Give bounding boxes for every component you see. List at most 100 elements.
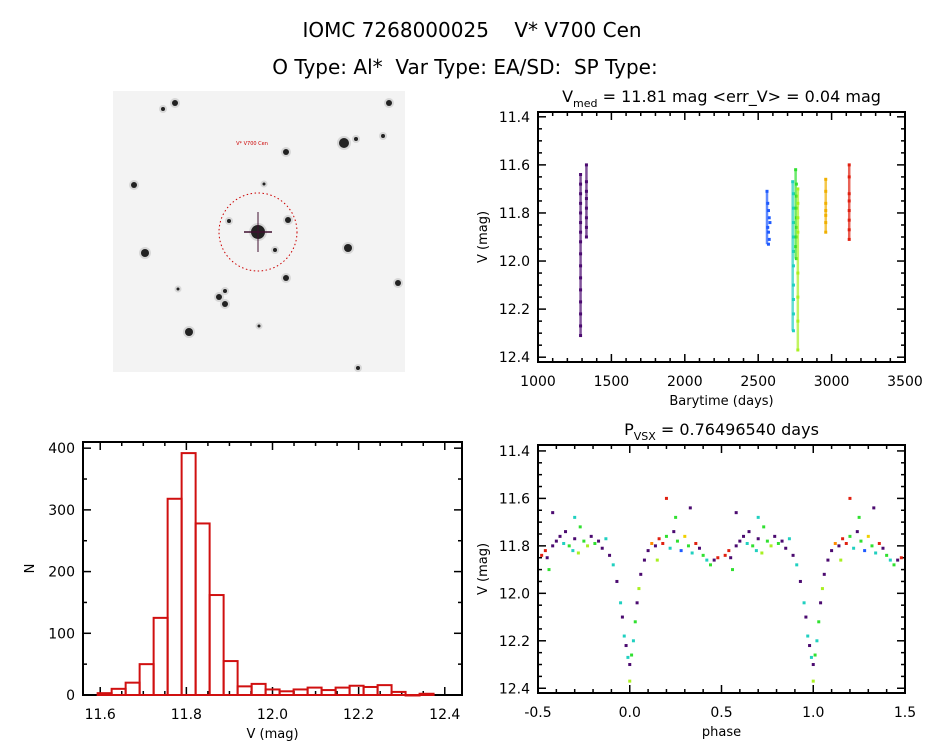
- star: [131, 182, 137, 188]
- data-point: [874, 551, 878, 555]
- star: [227, 219, 231, 223]
- data-point: [608, 553, 612, 557]
- histogram-bar: [362, 685, 379, 696]
- data-point: [727, 549, 731, 553]
- data-point: [631, 639, 635, 643]
- histogram-bar: [152, 616, 169, 696]
- data-point: [855, 530, 859, 534]
- figure-subtitle: O Type: Al* Var Type: EA/SD: SP Type:: [272, 55, 657, 79]
- data-point: [558, 534, 562, 538]
- data-point: [809, 655, 813, 659]
- sky-image: V* V700 Cen: [113, 91, 405, 372]
- y-tick-label: 11.8: [499, 539, 530, 555]
- histogram-plot: 11.6 11.8 12.0 12.2 12.4 0 100 200 300 400 V (mag)…: [23, 441, 463, 742]
- histogram-bar: [418, 692, 435, 697]
- data-point: [773, 534, 777, 538]
- data-point: [756, 515, 760, 519]
- data-point: [661, 541, 665, 545]
- histogram-bar: [320, 689, 337, 697]
- data-point: [619, 601, 623, 605]
- data-point: [582, 539, 586, 543]
- data-point: [593, 541, 597, 545]
- data-point: [564, 530, 568, 534]
- data-point: [547, 568, 551, 572]
- histogram-bar: [194, 522, 211, 697]
- star: [285, 217, 291, 223]
- title-main: P: [624, 420, 634, 439]
- data-point: [839, 558, 843, 562]
- star: [344, 244, 352, 252]
- x-tick-label: 11.6: [85, 707, 116, 723]
- y-tick-label: 11.4: [499, 444, 530, 460]
- data-point: [650, 541, 654, 545]
- y-tick-label: 100: [48, 626, 75, 642]
- data-point: [848, 496, 852, 500]
- histogram-bar: [96, 692, 113, 697]
- histogram-bar: [166, 497, 183, 696]
- data-point: [723, 553, 727, 557]
- data-point: [630, 653, 634, 657]
- data-point: [791, 553, 795, 557]
- data-point: [819, 601, 823, 605]
- data-point: [705, 558, 709, 562]
- data-point: [597, 539, 601, 543]
- star: [185, 328, 193, 336]
- y-tick-label: 11.6: [499, 491, 530, 507]
- y-tick-label: 12.2: [499, 634, 530, 650]
- star: [222, 301, 228, 307]
- data-point: [837, 544, 841, 548]
- star: [283, 149, 289, 155]
- data-point: [545, 556, 549, 560]
- data-point: [872, 506, 876, 510]
- target-circle: [218, 192, 298, 272]
- y-tick-label: 0: [66, 688, 75, 704]
- data-point: [690, 551, 694, 555]
- data-point: [655, 558, 659, 562]
- data-point: [885, 553, 889, 557]
- x-tick-label: 3000: [814, 374, 850, 390]
- data-point: [664, 534, 668, 538]
- data-point: [626, 655, 630, 659]
- star: [395, 280, 401, 286]
- data-point: [754, 549, 758, 553]
- data-point: [826, 558, 830, 562]
- star: [223, 289, 227, 293]
- x-tick-label: 3500: [887, 374, 923, 390]
- y-tick-label: 300: [48, 503, 75, 519]
- x-tick-label: -0.5: [524, 705, 551, 721]
- star: [381, 134, 385, 138]
- data-point: [833, 541, 837, 545]
- star: [386, 100, 392, 106]
- x-tick-label: 1.0: [802, 705, 824, 721]
- data-point: [686, 544, 690, 548]
- histogram-bar: [278, 690, 295, 696]
- title-rest: = 11.81 mag <err_V> = 0.04 mag: [598, 87, 881, 107]
- data-point: [822, 572, 826, 576]
- data-point: [604, 537, 608, 541]
- data-point: [708, 563, 712, 567]
- plot-frame: [537, 444, 906, 694]
- data-point: [892, 563, 896, 567]
- histogram-bar: [348, 684, 365, 696]
- x-axis-label: V (mag): [246, 727, 298, 742]
- target-label: V* V700 Cen: [236, 141, 268, 147]
- data-point: [877, 541, 881, 545]
- x-axis-label: phase: [702, 725, 741, 740]
- y-tick-label: 12.0: [499, 254, 530, 270]
- histogram-bar: [236, 685, 253, 696]
- histogram-bar: [292, 688, 309, 697]
- star: [141, 249, 149, 257]
- histogram-bar: [376, 684, 393, 697]
- x-axis-label: Barytime (days): [669, 394, 773, 409]
- data-point: [657, 537, 661, 541]
- x-tick-label: 1500: [594, 374, 630, 390]
- data-point: [780, 539, 784, 543]
- y-tick-label: 400: [48, 441, 75, 457]
- data-point: [624, 644, 628, 648]
- title-main: V: [562, 87, 573, 106]
- phase-plot: -0.5 0.0 0.5 1.0 1.5 11.4 11.6 11.8 12.0 12.2 12.4…: [476, 420, 916, 740]
- data-point: [760, 551, 764, 555]
- x-tick-label: 1.5: [894, 705, 916, 721]
- data-point: [540, 553, 544, 557]
